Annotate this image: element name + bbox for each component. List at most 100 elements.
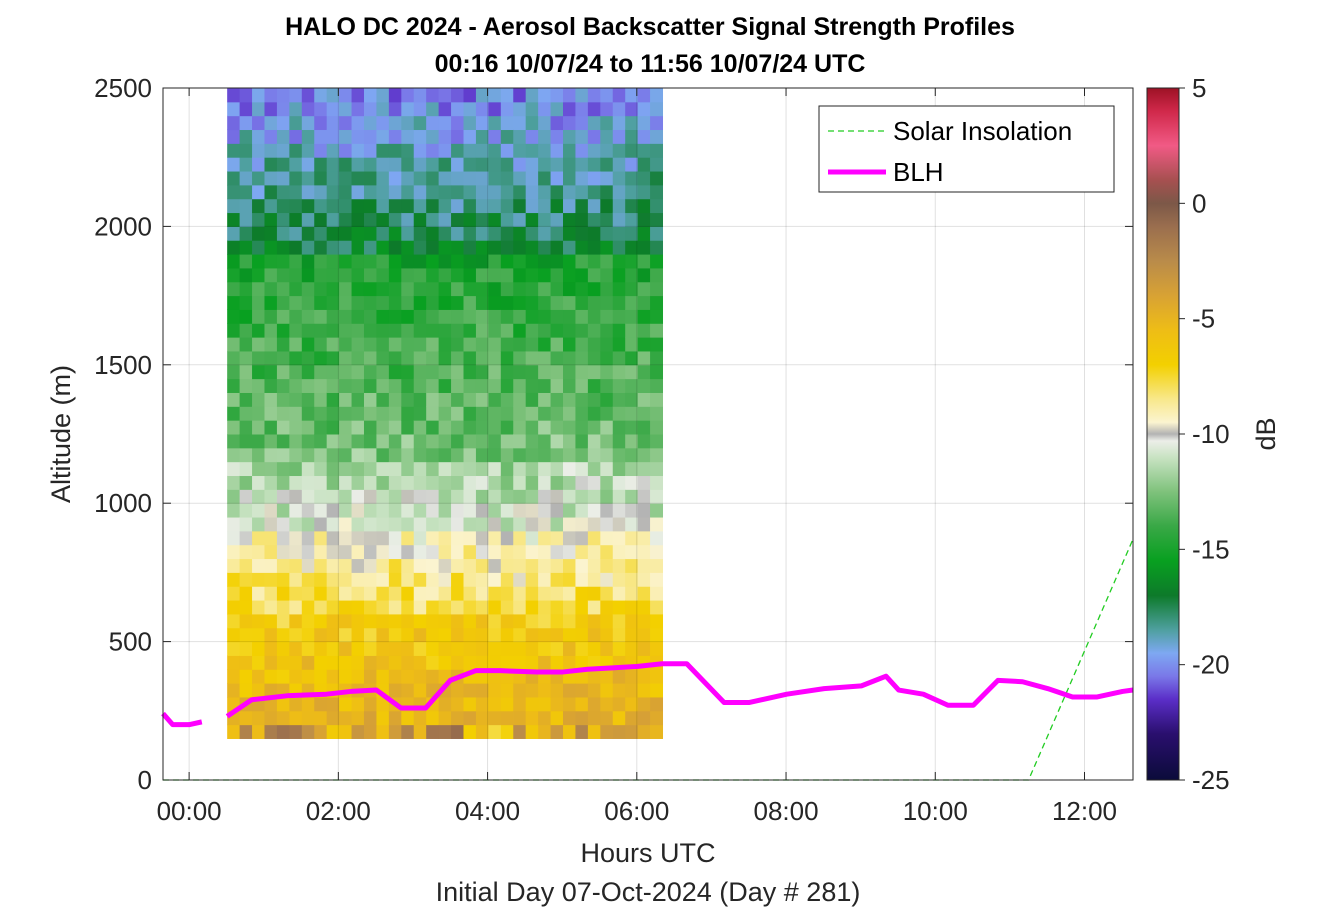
- heatmap-cell: [264, 350, 278, 366]
- heatmap-cell: [438, 129, 452, 144]
- heatmap-cell: [563, 558, 576, 573]
- heatmap-cell: [339, 461, 353, 477]
- heatmap-cell: [475, 475, 489, 490]
- heatmap-cell: [538, 350, 552, 366]
- heatmap-cell: [637, 406, 651, 421]
- heatmap-cell: [488, 572, 502, 587]
- heatmap-cell: [426, 281, 440, 297]
- heatmap-cell: [513, 254, 527, 269]
- heatmap-cell: [488, 143, 502, 158]
- heatmap-cell: [451, 281, 464, 297]
- heatmap-cell: [575, 212, 589, 227]
- heatmap-cell: [650, 641, 664, 656]
- heatmap-cell: [276, 212, 290, 227]
- heatmap-cell: [252, 461, 265, 477]
- heatmap-cell: [538, 171, 552, 186]
- heatmap-cell: [587, 613, 601, 629]
- heatmap-cell: [500, 143, 514, 158]
- heatmap-cell: [239, 337, 253, 352]
- heatmap-cell: [264, 226, 278, 241]
- heatmap-cell: [563, 212, 576, 227]
- heatmap-cell: [351, 420, 365, 435]
- heatmap-cell: [587, 461, 601, 477]
- heatmap-cell: [463, 350, 477, 366]
- heatmap-cell: [376, 572, 390, 587]
- heatmap-cell: [376, 641, 390, 656]
- heatmap-cell: [363, 600, 377, 615]
- heatmap-cell: [650, 530, 664, 546]
- heatmap-cell: [301, 613, 315, 629]
- heatmap-cell: [252, 475, 265, 490]
- heatmap-cell: [401, 143, 415, 158]
- heatmap-cell: [264, 295, 278, 310]
- heatmap-cell: [637, 724, 651, 739]
- heatmap-cell: [500, 337, 514, 352]
- heatmap-cell: [513, 198, 527, 214]
- heatmap-cell: [339, 572, 353, 587]
- heatmap-cell: [463, 267, 477, 283]
- heatmap-cell: [276, 129, 290, 144]
- heatmap-cell: [388, 143, 402, 158]
- heatmap-cell: [625, 350, 639, 366]
- heatmap-cell: [650, 350, 664, 366]
- heatmap-cell: [451, 572, 464, 587]
- heatmap-cell: [513, 724, 527, 739]
- heatmap-cell: [463, 101, 477, 117]
- heatmap-cell: [525, 295, 539, 310]
- heatmap-cell: [438, 710, 452, 726]
- heatmap-cell: [575, 600, 589, 615]
- heatmap-cell: [463, 530, 477, 546]
- heatmap-cell: [637, 489, 651, 504]
- heatmap-cell: [227, 184, 241, 200]
- heatmap-cell: [575, 198, 589, 214]
- heatmap-cell: [575, 558, 589, 573]
- heatmap-cell: [413, 157, 427, 172]
- heatmap-cell: [438, 392, 452, 407]
- heatmap-cell: [426, 267, 440, 283]
- heatmap-cell: [563, 309, 576, 324]
- heatmap-cell: [351, 517, 365, 532]
- heatmap-cell: [587, 544, 601, 560]
- heatmap-cell: [463, 198, 477, 214]
- heatmap-cell: [326, 323, 340, 338]
- heatmap-cell: [239, 406, 253, 421]
- y-tick-label: 2000: [94, 211, 152, 241]
- heatmap-cell: [264, 267, 278, 283]
- heatmap-cell: [314, 254, 328, 269]
- heatmap-cell: [475, 572, 489, 587]
- heatmap-cell: [612, 641, 626, 656]
- heatmap-cell: [376, 364, 390, 380]
- heatmap-cell: [563, 572, 576, 587]
- heatmap-cell: [513, 420, 527, 435]
- heatmap-cell: [500, 101, 514, 117]
- heatmap-cell: [276, 254, 290, 269]
- heatmap-cell: [587, 406, 601, 421]
- heatmap-cell: [413, 171, 427, 186]
- heatmap-cell: [264, 281, 278, 297]
- heatmap-cell: [326, 364, 340, 380]
- heatmap-cell: [500, 323, 514, 338]
- heatmap-cell: [363, 184, 377, 200]
- heatmap-cell: [351, 503, 365, 518]
- heatmap-cell: [451, 198, 464, 214]
- heatmap-cell: [475, 171, 489, 186]
- heatmap-cell: [314, 586, 328, 601]
- heatmap-cell: [301, 461, 315, 477]
- heatmap-cell: [525, 641, 539, 656]
- heatmap-cell: [289, 281, 303, 297]
- heatmap-cell: [625, 434, 639, 449]
- heatmap-cell: [326, 544, 340, 560]
- heatmap-cell: [550, 323, 564, 338]
- heatmap-cell: [500, 586, 514, 601]
- heatmap-cell: [351, 627, 365, 643]
- heatmap-cell: [488, 226, 502, 241]
- heatmap-cell: [650, 254, 664, 269]
- heatmap-cell: [500, 641, 514, 656]
- heatmap-cell: [239, 281, 253, 297]
- heatmap-cell: [376, 600, 390, 615]
- heatmap-cell: [625, 392, 639, 407]
- heatmap-cell: [264, 184, 278, 200]
- heatmap-cell: [625, 710, 639, 726]
- heatmap-cell: [388, 558, 402, 573]
- heatmap-cell: [339, 212, 353, 227]
